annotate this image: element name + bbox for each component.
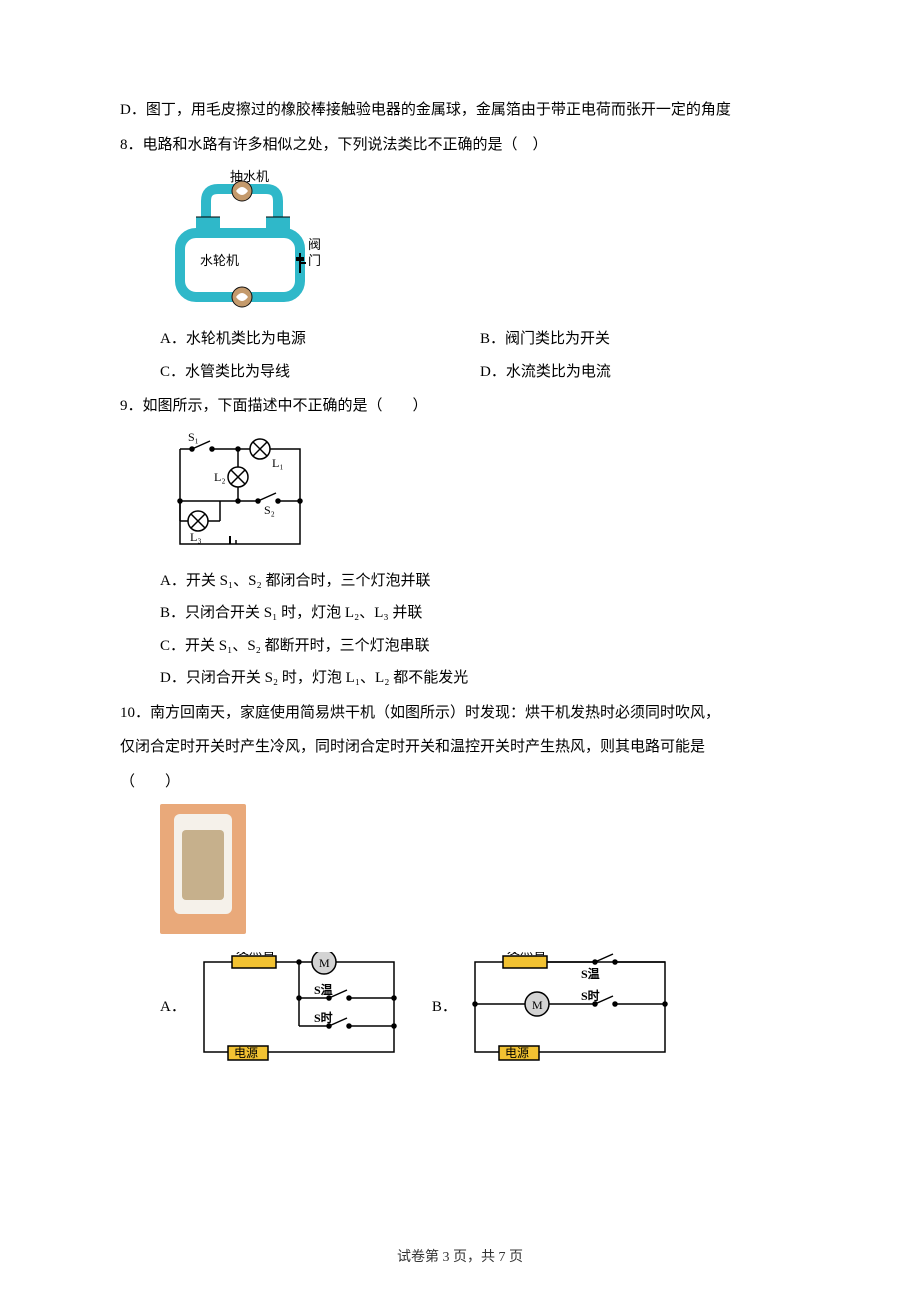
q9-stem: 9．如图所示，下面描述中不正确的是（ ） <box>120 392 800 421</box>
q8-options-row1: A．水轮机类比为电源 B．阀门类比为开关 <box>160 325 800 354</box>
q10-optA-letter: A． <box>160 993 186 1022</box>
q10-stem-line1: 10．南方回南天，家庭使用简易烘干机（如图所示）时发现：烘干机发热时必须同时吹风… <box>120 699 800 728</box>
footer-total: 7 <box>499 1250 506 1265</box>
bulb-circuit-icon: S₁ S₂ L₁ L₂ L₃ <box>160 429 320 559</box>
svg-text:S温: S温 <box>314 983 333 997</box>
q8-option-c: C．水管类比为导线 <box>160 358 480 387</box>
q8-stem: 8．电路和水路有许多相似之处，下列说法类比不正确的是（ ） <box>120 131 800 160</box>
footer-page-num: 3 <box>443 1250 450 1265</box>
q8-option-b: B．阀门类比为开关 <box>480 325 800 354</box>
q10-option-a: A． M <box>160 952 404 1062</box>
svg-text:M: M <box>319 956 330 970</box>
q10-optB-letter: B． <box>432 993 457 1022</box>
svg-text:发热管: 发热管 <box>507 952 546 957</box>
svg-text:抽水机: 抽水机 <box>230 169 269 184</box>
svg-text:门: 门 <box>308 253 321 268</box>
svg-text:L₃: L₃ <box>190 530 202 544</box>
page-footer: 试卷第 3 页，共 7 页 <box>0 1245 920 1272</box>
q10-options-row: A． M <box>160 952 800 1062</box>
svg-text:发热管: 发热管 <box>236 952 275 957</box>
svg-text:阀: 阀 <box>308 237 321 252</box>
q8-option-a: A．水轮机类比为电源 <box>160 325 480 354</box>
footer-suffix: 页 <box>509 1250 523 1265</box>
svg-text:电源: 电源 <box>234 1046 258 1060</box>
q9-diagram: S₁ S₂ L₁ L₂ L₃ <box>160 429 800 559</box>
svg-text:S₁: S₁ <box>188 430 199 444</box>
svg-text:L₁: L₁ <box>272 456 284 470</box>
circuit-a-icon: M <box>194 952 404 1062</box>
footer-mid: 页，共 <box>453 1250 495 1265</box>
q7-option-d: D．图丁，用毛皮擦过的橡胶棒接触验电器的金属球，金属箔由于带正电荷而张开一定的角… <box>120 96 800 125</box>
exam-page: D．图丁，用毛皮擦过的橡胶棒接触验电器的金属球，金属箔由于带正电荷而张开一定的角… <box>0 0 920 1302</box>
circuit-b-icon: M 发热管 S温 S时 电源 <box>465 952 675 1062</box>
q9-option-b: B．只闭合开关 S₁ 时，灯泡 L₂、L₃ 并联 <box>160 599 800 628</box>
q8-options-row2: C．水管类比为导线 D．水流类比为电流 <box>160 358 800 387</box>
svg-text:M: M <box>532 998 543 1012</box>
q10-stem-line2: 仅闭合定时开关时产生冷风，同时闭合定时开关和温控开关时产生热风，则其电路可能是 <box>120 733 800 762</box>
dryer-photo <box>160 804 246 934</box>
dryer-bag <box>182 830 224 900</box>
q10-stem-line3: （ ） <box>120 768 800 797</box>
q9-option-d: D．只闭合开关 S₂ 时，灯泡 L₁、L₂ 都不能发光 <box>160 664 800 693</box>
svg-text:电源: 电源 <box>505 1046 529 1060</box>
svg-text:S时: S时 <box>581 988 600 1003</box>
water-circuit-icon: 抽水机 水轮机 阀 门 <box>160 167 340 317</box>
svg-text:S时: S时 <box>314 1010 333 1025</box>
q9-option-c: C．开关 S₁、S₂ 都断开时，三个灯泡串联 <box>160 632 800 661</box>
svg-text:水轮机: 水轮机 <box>200 253 239 268</box>
footer-prefix: 试卷第 <box>397 1250 439 1265</box>
svg-text:S₂: S₂ <box>264 503 275 517</box>
q9-option-a: A．开关 S₁、S₂ 都闭合时，三个灯泡并联 <box>160 567 800 596</box>
svg-text:S温: S温 <box>581 967 600 981</box>
q10-option-b: B． M <box>432 952 675 1062</box>
q8-option-d: D．水流类比为电流 <box>480 358 800 387</box>
svg-text:L₂: L₂ <box>214 470 226 484</box>
q8-diagram: 抽水机 水轮机 阀 门 <box>160 167 800 317</box>
